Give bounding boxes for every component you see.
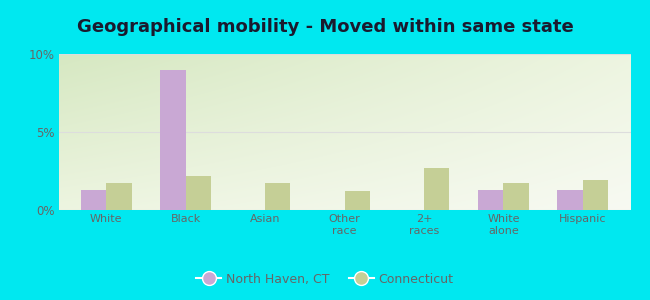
Bar xyxy=(160,70,186,210)
Bar xyxy=(344,191,370,210)
Bar xyxy=(81,190,106,210)
Bar xyxy=(186,176,211,210)
Bar xyxy=(583,180,608,210)
Bar xyxy=(424,168,449,210)
Bar xyxy=(265,184,291,210)
Bar xyxy=(478,190,503,210)
Bar xyxy=(106,184,131,210)
Bar xyxy=(503,184,529,210)
Bar xyxy=(558,190,583,210)
Text: Geographical mobility - Moved within same state: Geographical mobility - Moved within sam… xyxy=(77,18,573,36)
Legend: North Haven, CT, Connecticut: North Haven, CT, Connecticut xyxy=(191,268,459,291)
